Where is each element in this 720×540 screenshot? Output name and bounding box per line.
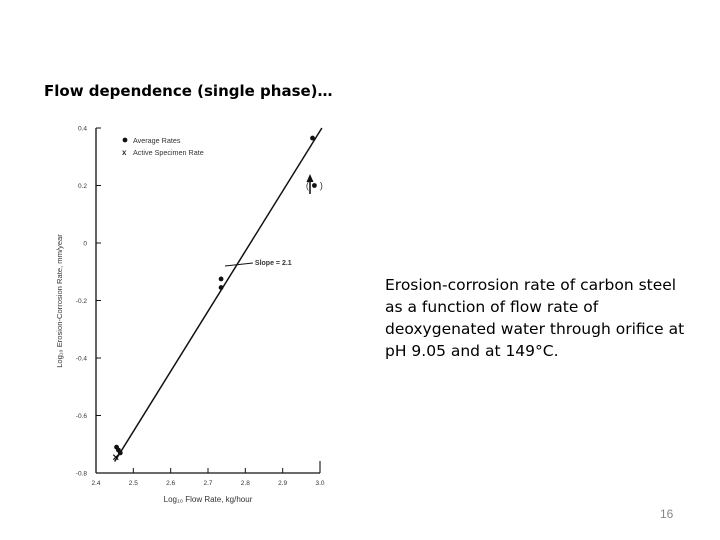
annotation-leader-line bbox=[224, 262, 253, 267]
axis-ticks: 2.4 2.5 2.6 2.7 2.8 2.9 3.0 -0.8 -0.6 -0.4 -0.2 0 0.… bbox=[76, 126, 325, 488]
y-tick-label: -0.2 bbox=[76, 298, 88, 305]
y-tick-label: 0.4 bbox=[78, 126, 87, 133]
data-point-average-rate bbox=[218, 276, 224, 282]
x-tick-label: 3.0 bbox=[315, 480, 324, 487]
chart-marks: () bbox=[112, 127, 323, 462]
y-tick-label: -0.4 bbox=[76, 356, 88, 363]
legend-label-average-rates: Average Rates bbox=[133, 136, 181, 145]
x-tick-label: 2.4 bbox=[91, 480, 100, 487]
x-axis-label: Log₁₀ Flow Rate, kg/hour bbox=[164, 495, 253, 504]
data-point-average-rate bbox=[218, 285, 224, 290]
y-axis-label: Log₁₀ Erosion-Corrosion Rate, mm/year bbox=[55, 234, 64, 368]
x-tick-label: 2.7 bbox=[203, 480, 212, 487]
data-point-active-specimen bbox=[112, 454, 119, 461]
y-tick-label: -0.6 bbox=[76, 413, 88, 420]
legend-label-active-specimen: Active Specimen Rate bbox=[133, 148, 204, 157]
slope-annotation: Slope = 2.1 bbox=[255, 260, 292, 267]
chart-svg: 2.4 2.5 2.6 2.7 2.8 2.9 3.0 -0.8 -0.6 -0.4 -0.2 0 0.… bbox=[55, 126, 325, 505]
chart-figure: 2.4 2.5 2.6 2.7 2.8 2.9 3.0 -0.8 -0.6 -0.4 -0.2 0 0.… bbox=[52, 116, 342, 526]
data-point-average-rate bbox=[117, 450, 123, 456]
legend-x-marker: x bbox=[122, 148, 127, 157]
annotation-group: Slope = 2.1 bbox=[224, 260, 292, 267]
bracket-left: ( bbox=[306, 181, 309, 191]
bracket-right: ) bbox=[320, 181, 323, 191]
legend: Average Rates x Active Specimen Rate bbox=[122, 136, 204, 157]
data-point-average-rate bbox=[312, 183, 317, 188]
y-tick-label: 0.2 bbox=[78, 183, 87, 190]
page-number: 16 bbox=[660, 507, 674, 521]
upward-arrow-marker bbox=[306, 174, 314, 194]
data-point-average-rate bbox=[310, 135, 315, 141]
x-tick-label: 2.6 bbox=[166, 480, 175, 487]
fit-line bbox=[114, 127, 323, 462]
slide-title: Flow dependence (single phase)… bbox=[44, 82, 333, 100]
legend-dot-marker bbox=[122, 137, 128, 143]
x-tick-label: 2.5 bbox=[129, 480, 138, 487]
x-tick-label: 2.8 bbox=[241, 480, 250, 487]
y-tick-label: 0 bbox=[83, 241, 87, 248]
y-tick-label: -0.8 bbox=[76, 471, 88, 478]
x-tick-label: 2.9 bbox=[278, 480, 287, 487]
figure-caption: Erosion-corrosion rate of carbon steel a… bbox=[385, 276, 685, 360]
